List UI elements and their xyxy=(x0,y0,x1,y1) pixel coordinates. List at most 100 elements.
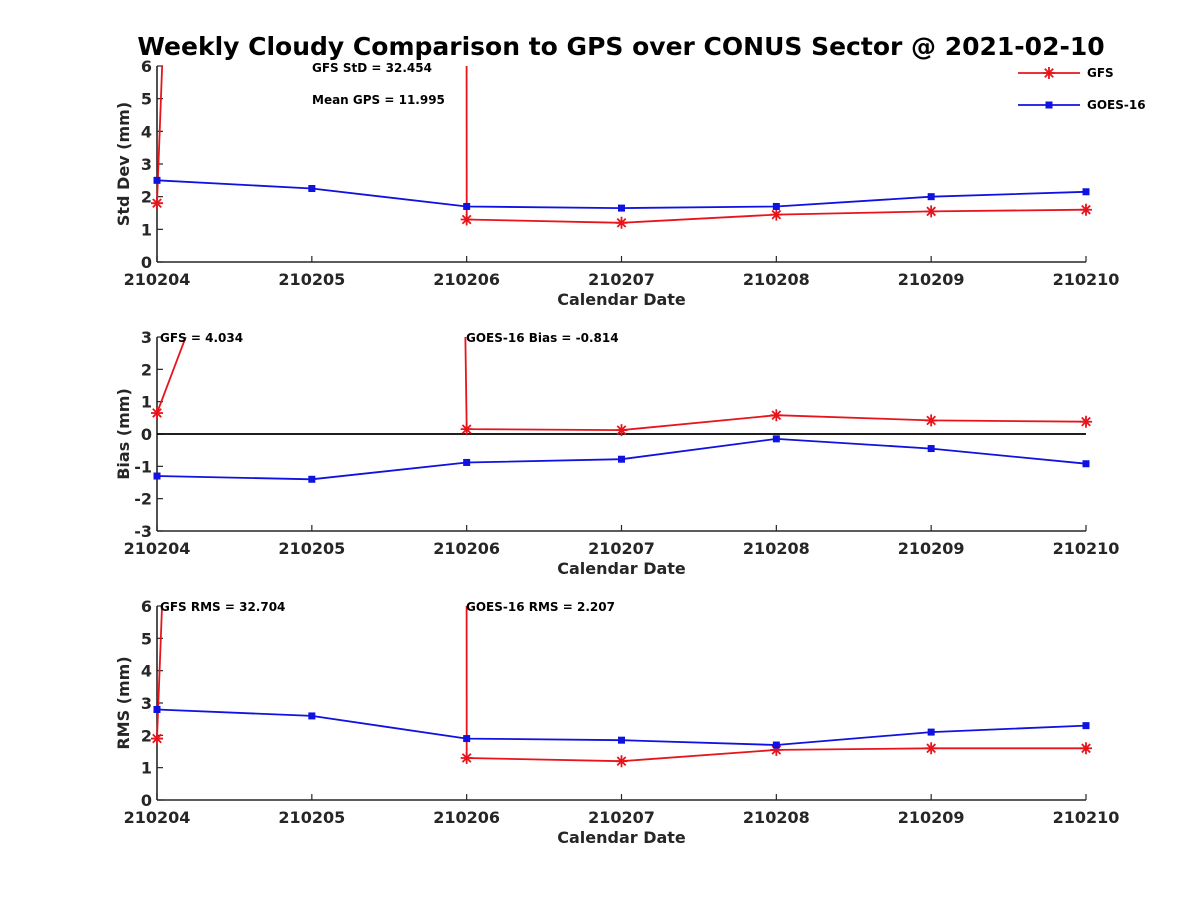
gfs-point xyxy=(615,755,628,768)
goes16-point xyxy=(772,202,780,210)
x-tick-label: 210210 xyxy=(1053,539,1120,558)
series-line xyxy=(156,337,1087,432)
y-tick-label: 4 xyxy=(141,662,152,681)
legend-marker xyxy=(1043,67,1055,79)
gfs-point xyxy=(925,205,938,218)
figure-title: Weekly Cloudy Comparison to GPS over CON… xyxy=(137,32,1104,61)
x-tick-label: 210204 xyxy=(124,539,191,558)
stat-annotation: Mean GPS = 11.995 xyxy=(312,93,445,107)
y-tick-label: 3 xyxy=(141,694,152,713)
y-tick-label: -2 xyxy=(134,490,152,509)
goes16-point xyxy=(927,445,935,453)
stat-annotation: GFS = 4.034 xyxy=(160,331,243,345)
x-tick-label: 210206 xyxy=(433,808,500,827)
series-goes-16 xyxy=(153,705,1090,749)
x-tick-label: 210209 xyxy=(898,539,965,558)
y-tick-label: 2 xyxy=(141,188,152,207)
panel-3: 0 1 2 3 4 5 6 210204 210205 210206 210207 210208 210… xyxy=(114,597,1120,847)
legend: GFS GOES-16 xyxy=(1018,66,1146,112)
y-tick-label: 5 xyxy=(141,629,152,648)
series-gfs xyxy=(151,337,1092,437)
gfs-point xyxy=(151,197,163,210)
goes16-point xyxy=(1082,460,1090,468)
goes16-point xyxy=(153,176,161,184)
x-tick-label: 210206 xyxy=(433,539,500,558)
y-tick-label: -1 xyxy=(134,457,152,476)
x-tick-label: 210206 xyxy=(433,270,500,289)
panel-2: -3 -2 -1 0 1 2 3 210204 210205 210206 210207 210208… xyxy=(114,328,1120,578)
gfs-point xyxy=(615,424,628,437)
series-line xyxy=(156,606,1086,763)
goes16-point xyxy=(153,705,161,713)
series-gfs xyxy=(151,606,1092,768)
y-tick-label: 6 xyxy=(141,597,152,616)
series-line xyxy=(156,179,1087,210)
x-tick-label: 210210 xyxy=(1053,270,1120,289)
x-tick-label: 210210 xyxy=(1053,808,1120,827)
gfs-point xyxy=(1080,415,1092,428)
y-tick-label: 1 xyxy=(141,220,152,239)
gfs-point xyxy=(460,423,473,436)
x-tick-label: 210205 xyxy=(278,270,345,289)
gfs-point xyxy=(460,751,473,764)
y-tick-label: 6 xyxy=(141,57,152,76)
gfs-point xyxy=(925,414,938,427)
legend-marker xyxy=(1045,101,1053,109)
x-tick-label: 210207 xyxy=(588,270,655,289)
series-goes-16 xyxy=(153,176,1090,212)
gfs-point xyxy=(151,732,163,745)
y-tick-label: 5 xyxy=(141,90,152,109)
x-tick-label: 210208 xyxy=(743,808,810,827)
goes16-point xyxy=(618,204,625,212)
y-tick-label: 4 xyxy=(141,122,152,141)
gfs-point xyxy=(925,742,938,755)
y-tick-label: -3 xyxy=(134,522,152,541)
legend-item-goes-16: GOES-16 xyxy=(1018,98,1146,112)
y-tick-label: 0 xyxy=(141,791,152,810)
legend-label: GOES-16 xyxy=(1087,98,1146,112)
goes16-point xyxy=(618,736,625,744)
series-goes-16 xyxy=(153,435,1090,483)
goes16-point xyxy=(927,193,935,201)
x-tick-label: 210205 xyxy=(278,539,345,558)
stat-annotation: GFS RMS = 32.704 xyxy=(160,600,285,614)
x-axis-label: Calendar Date xyxy=(557,828,686,847)
series-gfs xyxy=(151,66,1092,229)
y-axis-label: Std Dev (mm) xyxy=(114,102,133,226)
x-tick-label: 210207 xyxy=(588,808,655,827)
goes16-point xyxy=(463,735,471,743)
y-tick-label: 2 xyxy=(141,726,152,745)
goes16-point xyxy=(308,475,316,483)
x-tick-label: 210207 xyxy=(588,539,655,558)
stat-annotation: GOES-16 Bias = -0.814 xyxy=(466,331,619,345)
gfs-point xyxy=(770,208,783,221)
y-tick-label: 1 xyxy=(141,393,152,412)
x-tick-label: 210208 xyxy=(743,270,810,289)
x-tick-label: 210204 xyxy=(124,270,191,289)
y-tick-label: 0 xyxy=(141,253,152,272)
goes16-point xyxy=(1082,722,1090,730)
y-tick-label: 2 xyxy=(141,360,152,379)
goes16-point xyxy=(308,712,316,720)
x-tick-label: 210209 xyxy=(898,270,965,289)
gfs-point xyxy=(151,406,163,419)
goes16-point xyxy=(618,455,625,463)
y-tick-label: 0 xyxy=(141,425,152,444)
gfs-point xyxy=(1080,742,1092,755)
goes16-point xyxy=(772,435,780,443)
gfs-point xyxy=(615,216,628,229)
x-tick-label: 210204 xyxy=(124,808,191,827)
goes16-point xyxy=(927,728,935,736)
y-tick-label: 1 xyxy=(141,759,152,778)
x-tick-label: 210209 xyxy=(898,808,965,827)
gfs-point xyxy=(770,409,783,422)
goes16-point xyxy=(463,202,471,210)
goes16-point xyxy=(772,741,780,749)
x-axis-label: Calendar Date xyxy=(557,559,686,578)
y-axis-label: RMS (mm) xyxy=(114,656,133,749)
y-tick-label: 3 xyxy=(141,155,152,174)
gfs-point xyxy=(460,213,473,226)
goes16-point xyxy=(153,472,161,480)
